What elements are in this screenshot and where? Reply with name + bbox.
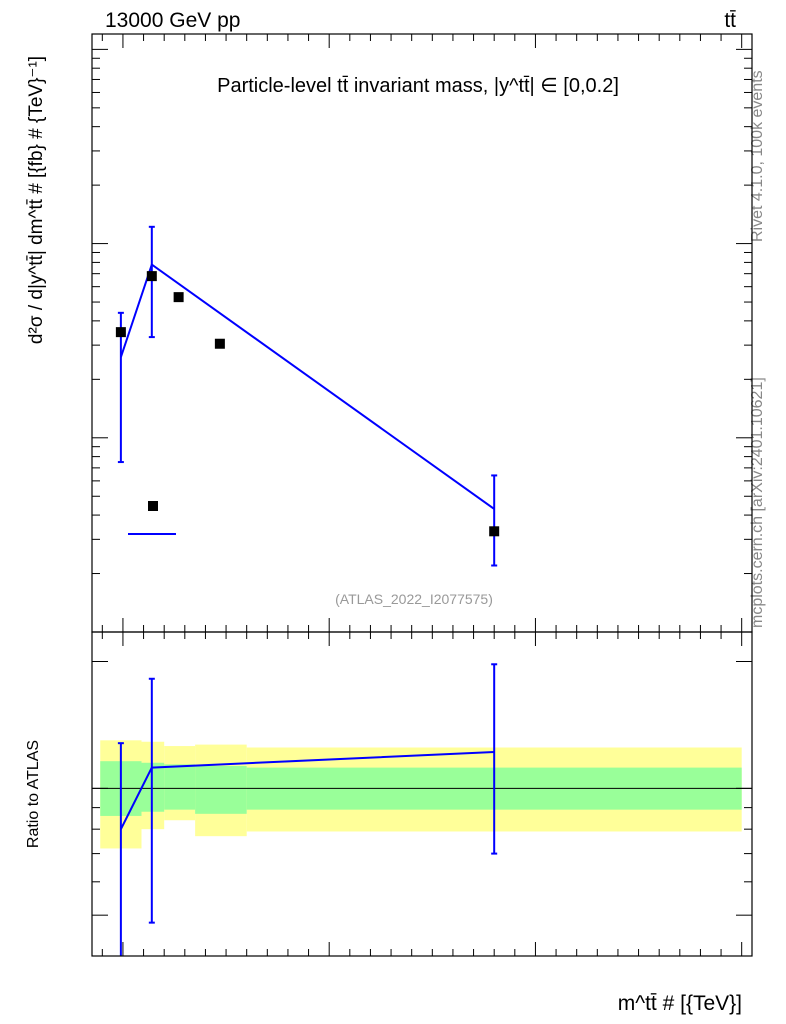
data-point <box>173 292 184 303</box>
ratio-y-axis-label: Ratio to ATLAS <box>25 740 42 848</box>
band-inner <box>164 764 196 810</box>
energy-label: 13000 GeV pp <box>105 9 240 32</box>
chart-title: Particle-level tt̄ invariant mass, |y^tt… <box>217 75 619 97</box>
data-point <box>489 526 500 537</box>
x-axis-label: m^tt̄ # [{TeV}] <box>618 992 742 1015</box>
data-point <box>214 338 225 349</box>
y-axis-label: d²σ / d|y^tt̄| dm^tt̄ # [{fb} # {TeV}⁻¹] <box>26 56 47 344</box>
analysis-tag: (ATLAS_2022_I2077575) <box>335 591 493 607</box>
data-point <box>115 327 126 338</box>
band-inner <box>141 762 165 812</box>
rivet-label: Rivet 4.1.0, 100k events <box>749 70 766 242</box>
main-frame <box>91 33 753 633</box>
process-label: tt̄ <box>724 9 736 32</box>
ratio-frame <box>91 631 753 957</box>
legend-data-marker <box>148 501 158 511</box>
site-label: mcplots.cern.ch [arXiv:2401.10621] <box>749 377 766 628</box>
band-inner <box>195 765 247 814</box>
data-point <box>146 271 157 282</box>
